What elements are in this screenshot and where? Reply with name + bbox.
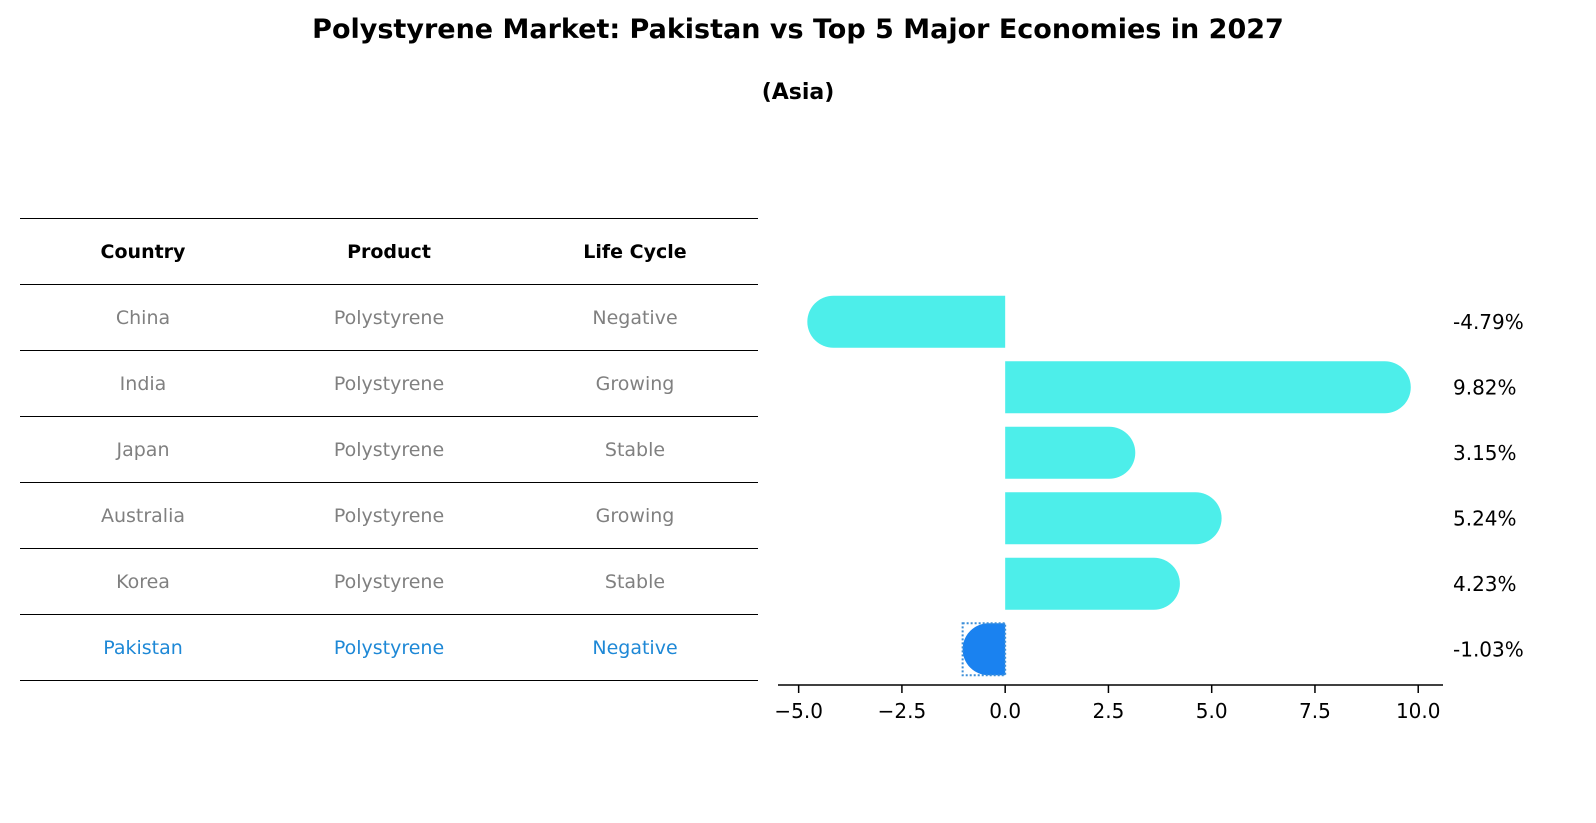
table-row: Korea Polystyrene Stable [20, 548, 758, 615]
header-life-cycle: Life Cycle [512, 218, 758, 285]
cell-life-cycle: Negative [512, 614, 758, 681]
header-country: Country [20, 218, 266, 285]
cell-product: Polystyrene [266, 482, 512, 549]
x-tick-label: −5.0 [774, 699, 823, 723]
bar-value-label: 3.15% [1453, 441, 1517, 465]
bar-value-label: 4.23% [1453, 572, 1517, 596]
bar [807, 295, 1006, 348]
cell-country: India [20, 350, 266, 417]
table-row: China Polystyrene Negative [20, 284, 758, 351]
cell-country: Korea [20, 548, 266, 615]
bar-value-label: 5.24% [1453, 506, 1517, 530]
bar-value-label: -1.03% [1453, 637, 1524, 661]
table-row-highlight: Pakistan Polystyrene Negative [20, 614, 758, 681]
bar [1005, 557, 1180, 610]
bar [1005, 361, 1411, 414]
x-tick-label: 5.0 [1196, 699, 1228, 723]
x-tick-label: 0.0 [989, 699, 1021, 723]
cell-product: Polystyrene [266, 284, 512, 351]
market-table: Country Product Life Cycle China Polysty… [20, 218, 758, 681]
cell-product: Polystyrene [266, 416, 512, 483]
x-tick-label: 7.5 [1299, 699, 1331, 723]
cell-life-cycle: Growing [512, 482, 758, 549]
cell-country: Japan [20, 416, 266, 483]
bar-value-label: 9.82% [1453, 375, 1517, 399]
table-row: India Polystyrene Growing [20, 350, 758, 417]
cell-product: Polystyrene [266, 614, 512, 681]
x-tick-label: −2.5 [878, 699, 927, 723]
cell-product: Polystyrene [266, 350, 512, 417]
table-row: Japan Polystyrene Stable [20, 416, 758, 483]
x-tick-label: 10.0 [1396, 699, 1441, 723]
chart-title: Polystyrene Market: Pakistan vs Top 5 Ma… [312, 14, 1284, 45]
header-product: Product [266, 218, 512, 285]
bar-highlight [962, 623, 1006, 676]
bar-highlight-outline [961, 622, 1007, 677]
cell-country: China [20, 284, 266, 351]
cell-life-cycle: Growing [512, 350, 758, 417]
bar-value-label: -4.79% [1453, 310, 1524, 334]
table-row: Australia Polystyrene Growing [20, 482, 758, 549]
cell-life-cycle: Stable [512, 416, 758, 483]
cell-life-cycle: Stable [512, 548, 758, 615]
cell-country: Australia [20, 482, 266, 549]
bar [1005, 492, 1222, 545]
x-tick-label: 2.5 [1093, 699, 1125, 723]
cell-country: Pakistan [20, 614, 266, 681]
bar [1005, 426, 1136, 479]
table-header-row: Country Product Life Cycle [20, 218, 758, 285]
chart-subtitle: (Asia) [761, 80, 835, 105]
cell-life-cycle: Negative [512, 284, 758, 351]
